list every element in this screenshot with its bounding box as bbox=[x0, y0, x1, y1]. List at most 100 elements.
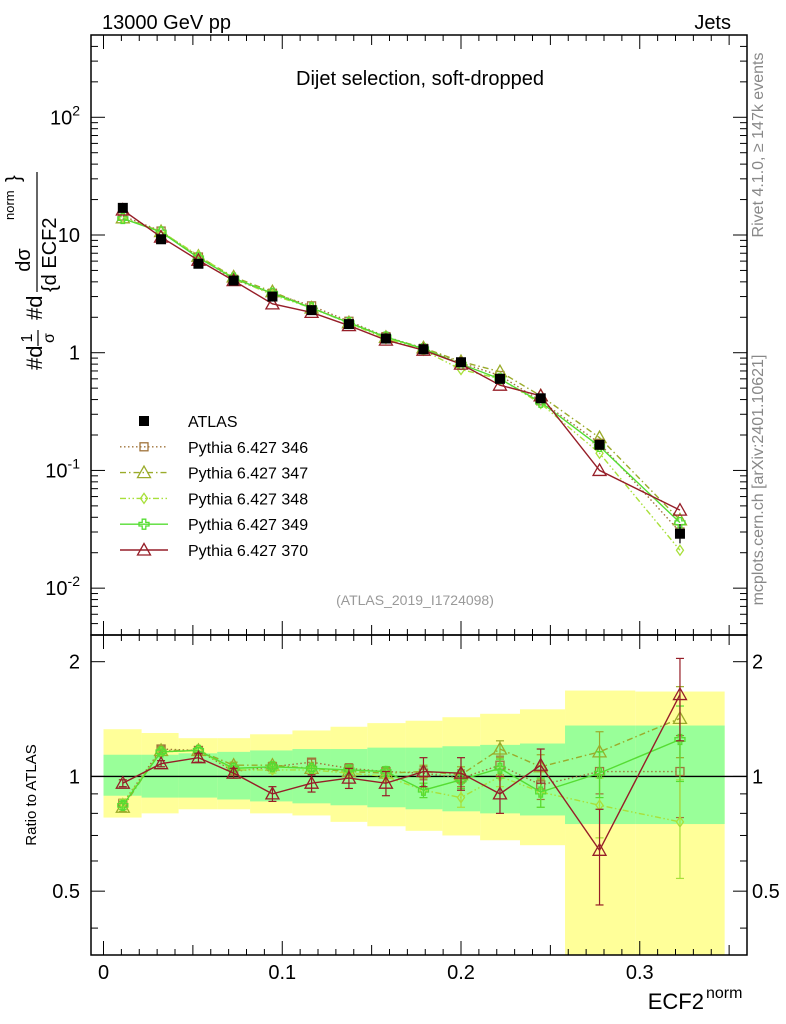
atlas-data-point bbox=[594, 439, 605, 450]
legend-marker bbox=[139, 416, 149, 426]
legend: ATLAS Pythia 6.427 346 Pythia 6.427 347 Pyt… bbox=[120, 414, 308, 560]
atlas-data-point bbox=[535, 393, 546, 404]
y-tick-label-main: 1 bbox=[69, 343, 80, 365]
ylabel-frac1-num: 1 bbox=[19, 333, 36, 342]
atlas-data-point bbox=[156, 234, 167, 245]
y-tick-label-ratio-right: 0.5 bbox=[752, 881, 780, 903]
ratio-370-point bbox=[226, 765, 242, 779]
legend-marker bbox=[139, 492, 149, 505]
y-tick-label-mantissa: 10 bbox=[50, 107, 72, 129]
ylabel-frac2-num: dσ bbox=[13, 248, 35, 272]
main-346-series-line bbox=[122, 215, 681, 533]
legend-marker bbox=[139, 442, 149, 452]
ratio-349-point bbox=[593, 767, 606, 779]
atlas-data-point bbox=[494, 373, 505, 384]
y-tick-label-ratio-right: 2 bbox=[752, 652, 763, 674]
main-348-point bbox=[675, 544, 685, 557]
atlas-data-point bbox=[267, 291, 278, 302]
atlas-data-point bbox=[193, 258, 204, 269]
y-tick-label-ratio: 2 bbox=[69, 652, 80, 674]
ratio-349-point bbox=[305, 762, 318, 775]
atlas-data-point bbox=[456, 357, 467, 368]
x-tick-label: 0 bbox=[98, 962, 109, 984]
ratio-349-point bbox=[380, 765, 392, 778]
ratio-349-point bbox=[494, 762, 506, 775]
ratio-349-point bbox=[117, 799, 129, 811]
mcplots-label: mcplots.cern.ch [arXiv:2401.10621] bbox=[750, 355, 767, 606]
x-axis-label-main: ECF2 bbox=[648, 989, 704, 1014]
legend-entry: ATLAS bbox=[139, 414, 238, 431]
main-349-point bbox=[117, 212, 129, 225]
atlas-data-point bbox=[228, 275, 239, 286]
ratio-370-point bbox=[341, 770, 357, 784]
ratio-panel: 0.5 0.5 1 1 2 2 0 0.1 0.2 0.3 Ratio to ATLAS ECF2… bbox=[23, 634, 780, 1014]
atlas-data-point bbox=[418, 344, 429, 355]
y-axis-label-ratio: Ratio to ATLAS bbox=[23, 744, 40, 845]
legend-marker bbox=[136, 542, 152, 556]
y-tick-label-mantissa: 10 bbox=[45, 460, 67, 482]
analysis-id: (ATLAS_2019_I1724098) bbox=[336, 592, 494, 608]
legend-entry: Pythia 6.427 348 bbox=[120, 491, 308, 508]
main-370-point bbox=[264, 296, 281, 310]
legend-entry: Pythia 6.427 346 bbox=[120, 440, 308, 457]
y-tick-label-ratio: 0.5 bbox=[52, 881, 80, 903]
ylabel-frac2-den: {d ECF2 bbox=[39, 218, 61, 292]
ratio-349-point bbox=[674, 733, 686, 746]
ratio-370-point bbox=[264, 786, 281, 800]
ratio-370-point bbox=[453, 765, 469, 779]
ratio-370-point bbox=[533, 757, 549, 771]
ratio-347-point bbox=[492, 741, 508, 755]
ratio-346-series-line bbox=[122, 748, 680, 804]
main-370-point bbox=[591, 462, 608, 477]
atlas-data-point bbox=[306, 305, 317, 316]
ylabel-close: } bbox=[3, 175, 25, 182]
ratio-370-point bbox=[115, 775, 131, 789]
y-tick-label-exponent: -2 bbox=[68, 573, 81, 589]
ylabel-frac1-den: σ bbox=[41, 333, 58, 343]
y-tick-label-exponent: 2 bbox=[72, 102, 80, 118]
ratio-370-point bbox=[153, 755, 169, 770]
plot-title: Dijet selection, soft-dropped bbox=[296, 68, 544, 90]
legend-label: Pythia 6.427 347 bbox=[188, 466, 308, 483]
legend-label: Pythia 6.427 348 bbox=[188, 491, 308, 508]
y-tick-label-ratio: 1 bbox=[69, 766, 80, 788]
ylabel-part2: #d bbox=[22, 296, 47, 320]
ratio-349-point bbox=[535, 786, 547, 798]
main-370-point bbox=[672, 502, 688, 516]
ratio-349-series-line bbox=[122, 738, 681, 806]
ratio-349-point bbox=[266, 761, 279, 773]
y-tick-label-ratio-right: 1 bbox=[752, 766, 763, 788]
x-axis-label: ECF2 bbox=[648, 989, 704, 1014]
ratio-349-point bbox=[155, 746, 167, 758]
legend-label: Pythia 6.427 349 bbox=[188, 517, 308, 534]
atlas-data-series bbox=[117, 202, 685, 544]
y-axis-label-main: #d 1 σ #d dσ {d ECF2 norm } bbox=[2, 172, 61, 370]
atlas-data-point bbox=[380, 333, 391, 344]
atlas-data-point bbox=[343, 319, 354, 330]
main-348-series-line bbox=[122, 217, 681, 551]
x-tick-label: 0.2 bbox=[447, 962, 475, 984]
y-tick-label-main: 10-1 bbox=[45, 455, 80, 482]
legend-label: Pythia 6.427 370 bbox=[188, 543, 308, 560]
legend-label: ATLAS bbox=[188, 414, 238, 431]
stat-uncertainty-band bbox=[103, 754, 142, 796]
ratio-349-point bbox=[417, 784, 430, 796]
y-tick-label-main: 10-2 bbox=[45, 573, 80, 600]
ratio-370-point bbox=[591, 842, 608, 856]
x-axis-label-sup: norm bbox=[706, 985, 742, 1002]
legend-label: Pythia 6.427 346 bbox=[188, 440, 308, 457]
legend-marker bbox=[138, 518, 150, 530]
ratio-370-point bbox=[378, 775, 394, 789]
y-tick-label-mantissa: 10 bbox=[45, 578, 67, 600]
rivet-label: Rivet 4.1.0, ≥ 147k events bbox=[750, 53, 767, 238]
legend-entry: Pythia 6.427 370 bbox=[120, 542, 308, 560]
ratio-370-series bbox=[115, 657, 688, 906]
main-349-point bbox=[674, 517, 686, 529]
ratio-370-point bbox=[415, 763, 432, 778]
ratio-panel-frame bbox=[90, 634, 748, 956]
ratio-370-point bbox=[303, 775, 320, 789]
atlas-data-point bbox=[117, 202, 128, 213]
main-370-point bbox=[492, 377, 508, 391]
